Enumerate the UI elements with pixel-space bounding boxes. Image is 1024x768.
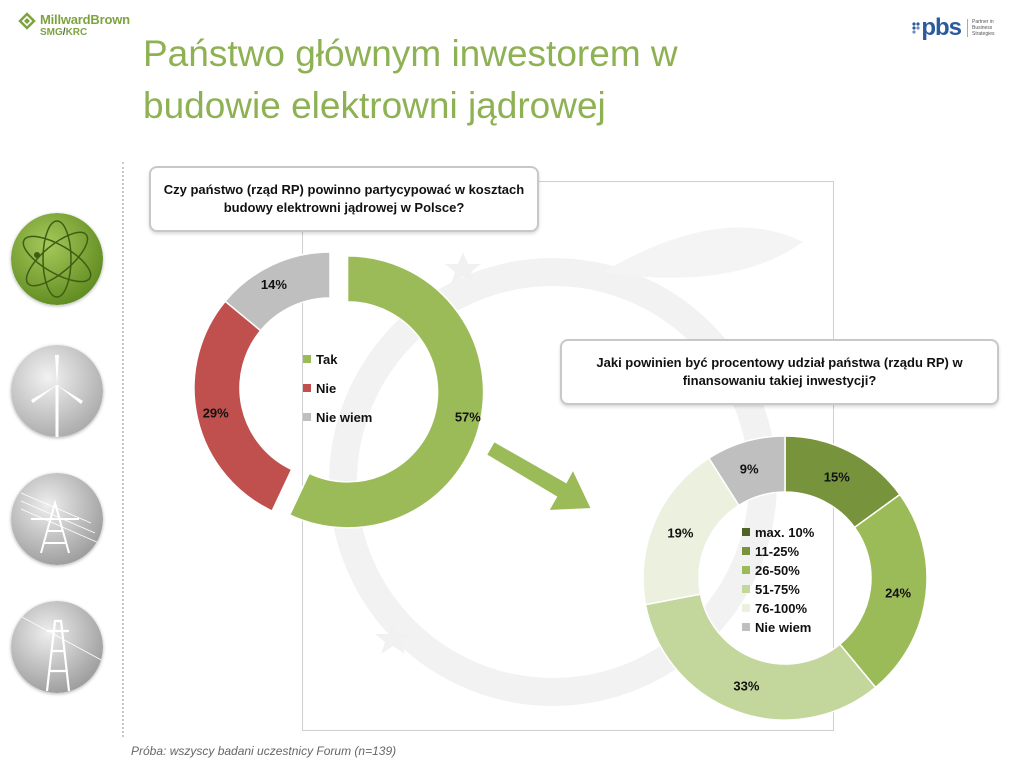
chart-1-participation: 57% 29% 14% Tak Nie Nie wiem: [193, 251, 485, 529]
chart-2-slice-2: [838, 493, 928, 689]
pbs-logo-text: pbs: [921, 14, 962, 41]
chart-2-legend-swatch-3: [742, 585, 750, 593]
chart-2-data-label-4: 19%: [667, 526, 693, 541]
pbs-logo: pbs Partner in Business Strategies: [911, 14, 1002, 42]
chart-2-legend-label-2: 26-50%: [755, 563, 800, 578]
chart-2-legend-label-4: 76-100%: [755, 601, 807, 616]
pylon-circle-icon: [11, 601, 103, 693]
chart-2-legend-swatch-5: [742, 623, 750, 631]
power-line-circle-icon: [11, 473, 103, 565]
logo-sub-text: SMG/KRC: [40, 27, 88, 38]
chart-1-legend-swatch-2: [303, 413, 311, 421]
page-title: Państwo głównym inwestorem w budowie ele…: [143, 33, 678, 126]
chart-2-legend-swatch-4: [742, 604, 750, 612]
chart-2-slice-3: [644, 593, 877, 721]
atom-circle-icon: [11, 213, 103, 305]
millward-brown-logo: MillwardBrown SMG/KRC: [18, 12, 130, 38]
chart-1-slice-2: [224, 251, 331, 332]
chart-2-data-label-1: 15%: [824, 469, 850, 484]
chart-2-legend-swatch-2: [742, 566, 750, 574]
chart-2-legend-swatch-1: [742, 547, 750, 555]
chart-1-data-label-1: 29%: [203, 406, 229, 421]
chart-2-data-label-5: 9%: [740, 462, 759, 477]
chart-1-legend-label-2: Nie wiem: [316, 410, 372, 425]
logo-brand-text: MillwardBrown: [40, 12, 130, 27]
question-1-callout: Czy państwo (rząd RP) powinno partycypow…: [149, 166, 539, 232]
chart-1-data-label-2: 14%: [261, 277, 287, 292]
chart-2-data-label-3: 33%: [733, 678, 759, 693]
question-2-callout: Jaki powinien być procentowy udział pańs…: [560, 339, 999, 405]
chart-1-legend-swatch-0: [303, 355, 311, 363]
millward-brown-mark-icon: [18, 12, 36, 30]
wind-turbine-circle-icon: [11, 345, 103, 437]
chart-1-legend-label-1: Nie: [316, 381, 336, 396]
chart-1-slice-1: [193, 300, 293, 513]
chart-1-legend-label-0: Tak: [316, 352, 338, 367]
chart-2-data-label-2: 24%: [885, 585, 911, 600]
chart-2-share: 0%15%24%33%19%9%max. 10%11-25%26-50%51-7…: [642, 435, 928, 721]
chart-2-legend-label-1: 11-25%: [755, 544, 800, 559]
vertical-divider: [122, 162, 124, 737]
pbs-tagline: Partner in Business Strategies: [967, 19, 1002, 37]
pbs-dots-icon: [912, 22, 920, 34]
chart-2-legend-swatch-0: [742, 528, 750, 536]
chart-1-data-label-0: 57%: [455, 410, 481, 425]
chart-1-slice-0: [288, 255, 485, 529]
sample-footnote: Próba: wszyscy badani uczestnicy Forum (…: [131, 744, 397, 758]
chart-2-legend-label-3: 51-75%: [755, 582, 800, 597]
chart-2-legend-label-0: max. 10%: [755, 525, 815, 540]
arrow-icon: [484, 439, 594, 513]
chart-1-legend-swatch-1: [303, 384, 311, 392]
chart-2-slice-5: [707, 435, 786, 507]
chart-2-legend-label-5: Nie wiem: [755, 620, 811, 635]
